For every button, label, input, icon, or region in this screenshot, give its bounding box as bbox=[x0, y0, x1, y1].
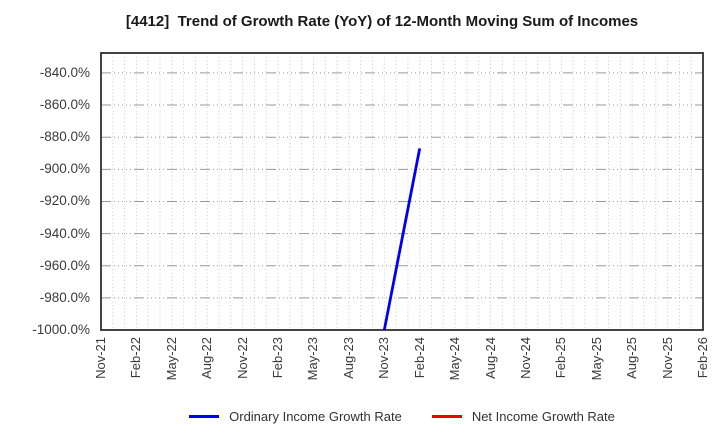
x-tick-label: Nov-23 bbox=[376, 337, 392, 379]
y-tick-label: -840.0% bbox=[39, 64, 90, 80]
x-tick-label: Aug-23 bbox=[340, 337, 356, 379]
x-tick-label: Nov-25 bbox=[659, 337, 675, 379]
y-tick-label: -920.0% bbox=[39, 193, 90, 209]
x-tick-label: Feb-24 bbox=[411, 337, 427, 379]
x-tick-label: May-25 bbox=[588, 337, 604, 381]
x-tick-label: Feb-25 bbox=[553, 337, 569, 379]
y-tick-label: -940.0% bbox=[39, 225, 90, 241]
y-tick-label: -980.0% bbox=[39, 289, 90, 305]
legend-item-ordinary-income: Ordinary Income Growth Rate bbox=[189, 409, 402, 424]
legend-label-net-income: Net Income Growth Rate bbox=[471, 408, 615, 424]
y-tick-label: -860.0% bbox=[39, 97, 90, 113]
x-tick-label: Feb-22 bbox=[128, 337, 144, 379]
legend-label-ordinary-income: Ordinary Income Growth Rate bbox=[229, 408, 402, 424]
y-tick-label: -880.0% bbox=[39, 129, 90, 145]
legend-line-net-income-icon bbox=[431, 414, 462, 418]
y-tick-label: -900.0% bbox=[39, 161, 90, 177]
y-tick-label: -960.0% bbox=[39, 257, 90, 273]
legend-line-ordinary-income-icon bbox=[189, 414, 220, 418]
x-tick-label: Nov-22 bbox=[234, 337, 250, 379]
x-tick-label: Aug-24 bbox=[482, 337, 498, 379]
x-tick-label: Aug-25 bbox=[624, 337, 640, 379]
y-tick-label: -1000.0% bbox=[32, 322, 90, 337]
plot-border bbox=[100, 52, 704, 331]
series-line-ordinary-income-growth-rate bbox=[382, 148, 422, 331]
x-tick-label: Feb-26 bbox=[695, 337, 710, 379]
x-tick-label: Feb-23 bbox=[270, 337, 286, 379]
x-tick-label: May-23 bbox=[305, 337, 321, 381]
x-tick-label: Aug-22 bbox=[199, 337, 215, 379]
legend-item-net-income: Net Income Growth Rate bbox=[431, 408, 615, 424]
x-tick-label: May-22 bbox=[163, 337, 179, 381]
legend: Ordinary Income Growth Rate Net Income G… bbox=[101, 406, 703, 426]
x-tick-label: Nov-24 bbox=[517, 337, 533, 379]
x-tick-label: May-24 bbox=[447, 337, 463, 381]
x-tick-label: Nov-21 bbox=[93, 337, 108, 379]
chart-title: [4412] Trend of Growth Rate (YoY) of 12-… bbox=[125, 13, 639, 30]
